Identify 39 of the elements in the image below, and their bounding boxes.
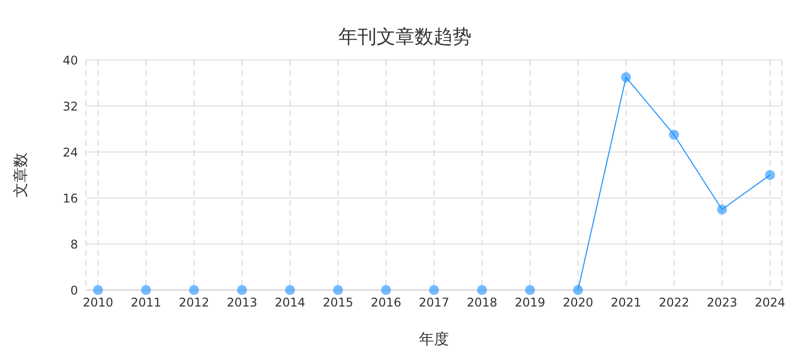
x-tick-label: 2022 <box>658 296 690 310</box>
chart-title: 年刊文章数趋势 <box>338 25 472 50</box>
point <box>93 285 103 295</box>
x-tick-label: 2018 <box>466 296 498 310</box>
y-tick-label: 8 <box>70 237 78 252</box>
y-tick-label: 32 <box>62 99 78 114</box>
point <box>477 285 487 295</box>
x-tick-label: 2024 <box>754 296 786 310</box>
point <box>285 285 295 295</box>
x-tick-label: 2011 <box>130 296 162 310</box>
point <box>429 285 439 295</box>
x-tick-label: 2023 <box>706 296 738 310</box>
x-tick-label: 2015 <box>322 296 354 310</box>
y-tick-label: 40 <box>62 53 78 68</box>
point <box>621 72 631 82</box>
point <box>333 285 343 295</box>
point <box>717 204 727 214</box>
x-tick-label: 2012 <box>178 296 210 310</box>
point <box>669 130 679 140</box>
point <box>141 285 151 295</box>
x-tick-label: 2020 <box>562 296 594 310</box>
x-tick-label: 2021 <box>610 296 642 310</box>
point <box>237 285 247 295</box>
point <box>765 170 775 180</box>
x-tick-label: 2014 <box>274 296 306 310</box>
y-tick-label: 16 <box>62 191 78 206</box>
point <box>573 285 583 295</box>
y-axis-title: 文章数 <box>11 152 30 198</box>
point <box>189 285 199 295</box>
x-tick-label: 2019 <box>514 296 546 310</box>
y-tick-label: 0 <box>70 283 78 298</box>
x-axis-title: 年度 <box>419 330 449 348</box>
x-tick-label: 2013 <box>226 296 258 310</box>
point <box>381 285 391 295</box>
point <box>525 285 535 295</box>
y-tick-label: 24 <box>62 145 78 160</box>
x-tick-label: 2010 <box>82 296 114 310</box>
x-tick-label: 2017 <box>418 296 450 310</box>
x-tick-label: 2016 <box>370 296 402 310</box>
